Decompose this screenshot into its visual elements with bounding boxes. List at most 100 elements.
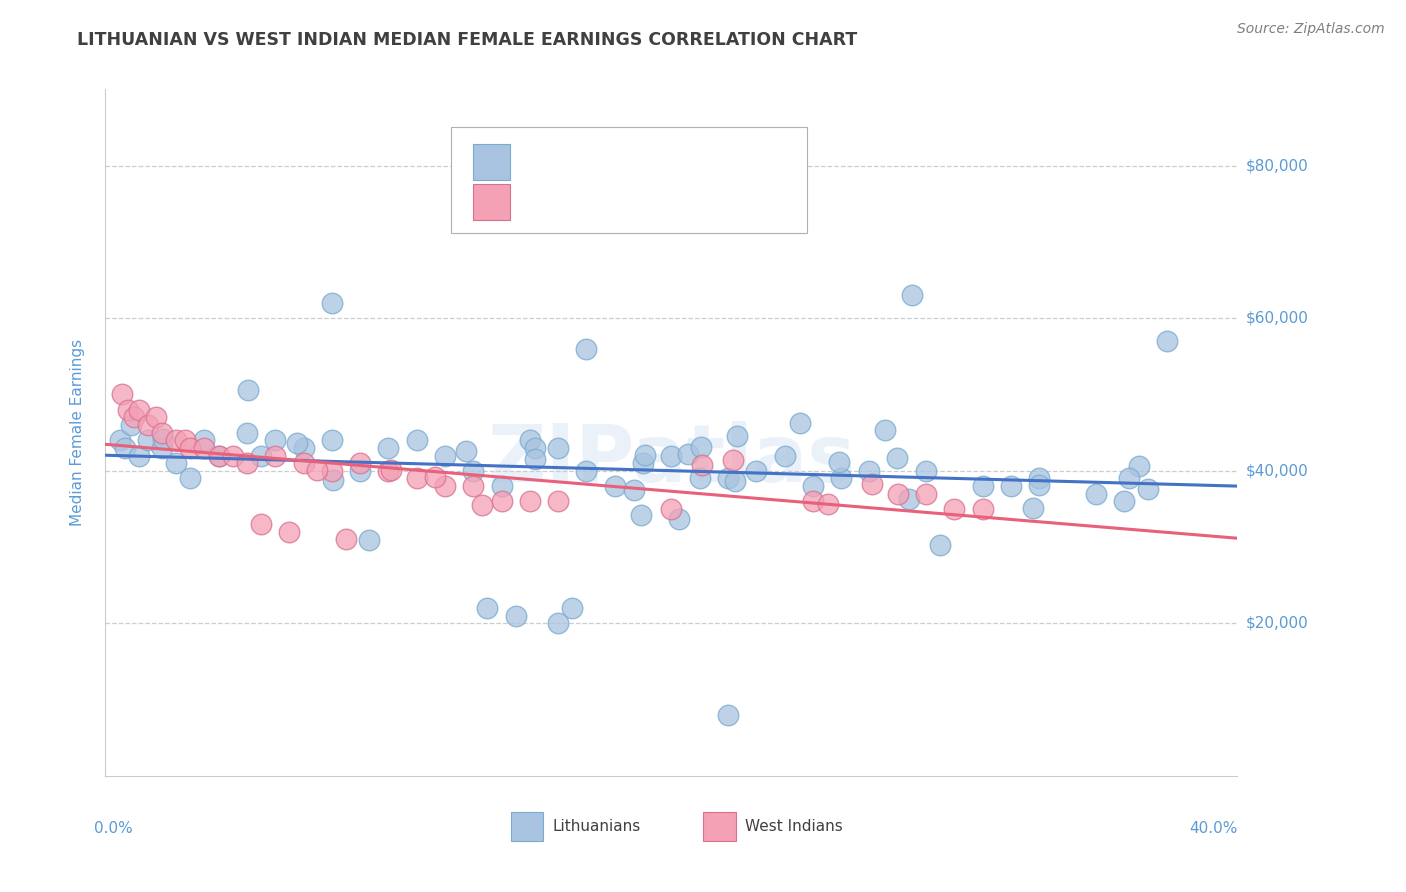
- Point: [661, 502, 683, 516]
- Point: [491, 494, 513, 508]
- Point: [250, 517, 273, 532]
- Point: [335, 533, 357, 547]
- Point: [1128, 459, 1150, 474]
- FancyBboxPatch shape: [703, 813, 735, 841]
- Text: R = -0.194   N = 42: R = -0.194 N = 42: [520, 194, 679, 210]
- Point: [128, 402, 150, 417]
- Point: [321, 296, 343, 310]
- Point: [830, 471, 852, 485]
- Point: [179, 471, 201, 485]
- Point: [1000, 479, 1022, 493]
- Point: [1114, 494, 1136, 508]
- Text: $60,000: $60,000: [1246, 310, 1309, 326]
- Point: [321, 464, 343, 478]
- Text: 0.0%: 0.0%: [94, 821, 134, 836]
- Point: [165, 456, 187, 470]
- Point: [547, 441, 569, 455]
- Point: [1021, 501, 1043, 516]
- Point: [222, 449, 245, 463]
- Point: [575, 342, 598, 356]
- Point: [858, 464, 880, 478]
- Point: [1084, 486, 1107, 500]
- Point: [717, 471, 740, 485]
- Point: [173, 434, 195, 448]
- Point: [179, 441, 201, 455]
- Point: [136, 417, 159, 432]
- Point: [433, 449, 456, 463]
- Point: [689, 471, 711, 485]
- Point: [463, 464, 485, 478]
- Point: [264, 449, 287, 463]
- Point: [208, 449, 231, 463]
- Point: [862, 477, 884, 491]
- Point: [456, 444, 478, 458]
- Point: [915, 486, 938, 500]
- Point: [724, 474, 747, 488]
- Point: [1118, 471, 1140, 485]
- Point: [425, 470, 447, 484]
- Point: [380, 463, 402, 477]
- Point: [692, 458, 714, 473]
- Point: [630, 508, 652, 522]
- Point: [150, 425, 173, 440]
- Text: R = -0.012   N = 76: R = -0.012 N = 76: [520, 154, 679, 169]
- Point: [236, 425, 259, 440]
- Text: Source: ZipAtlas.com: Source: ZipAtlas.com: [1237, 22, 1385, 37]
- Point: [264, 434, 287, 448]
- Point: [689, 441, 711, 455]
- Point: [505, 608, 527, 623]
- Point: [1136, 482, 1159, 496]
- Point: [128, 449, 150, 463]
- Point: [817, 497, 839, 511]
- Point: [136, 434, 159, 448]
- Text: $80,000: $80,000: [1246, 158, 1309, 173]
- Point: [193, 441, 215, 455]
- Text: $20,000: $20,000: [1246, 615, 1309, 631]
- Point: [676, 447, 699, 461]
- Text: Lithuanians: Lithuanians: [553, 820, 641, 834]
- Point: [898, 491, 921, 506]
- Point: [238, 383, 260, 397]
- Point: [322, 473, 344, 487]
- Text: $40,000: $40,000: [1246, 463, 1309, 478]
- Point: [631, 456, 654, 470]
- Point: [250, 449, 273, 463]
- FancyBboxPatch shape: [474, 145, 509, 180]
- Point: [1028, 478, 1050, 492]
- Point: [1156, 334, 1178, 348]
- Point: [745, 464, 768, 478]
- Point: [972, 479, 994, 493]
- Point: [349, 456, 371, 470]
- Point: [928, 538, 950, 552]
- Text: ZIPatlas: ZIPatlas: [488, 421, 855, 500]
- FancyBboxPatch shape: [510, 813, 544, 841]
- Point: [575, 464, 598, 478]
- Point: [519, 434, 541, 448]
- Point: [377, 464, 399, 478]
- Text: West Indians: West Indians: [745, 820, 842, 834]
- Point: [603, 479, 626, 493]
- Text: 40.0%: 40.0%: [1189, 821, 1237, 836]
- Point: [1028, 471, 1050, 485]
- Point: [433, 479, 456, 493]
- Point: [111, 387, 134, 401]
- Point: [120, 417, 142, 432]
- Point: [491, 479, 513, 493]
- Point: [108, 434, 131, 448]
- Point: [717, 708, 740, 723]
- Point: [725, 429, 748, 443]
- Y-axis label: Median Female Earnings: Median Female Earnings: [70, 339, 84, 526]
- Point: [661, 449, 683, 463]
- Point: [634, 449, 657, 463]
- Point: [477, 601, 499, 615]
- Point: [193, 434, 215, 448]
- Point: [122, 410, 145, 425]
- Point: [789, 416, 811, 430]
- Point: [152, 433, 174, 447]
- Point: [208, 449, 231, 463]
- Point: [524, 452, 547, 467]
- Point: [114, 441, 136, 455]
- Point: [524, 441, 547, 455]
- Point: [236, 456, 259, 470]
- Point: [359, 533, 381, 547]
